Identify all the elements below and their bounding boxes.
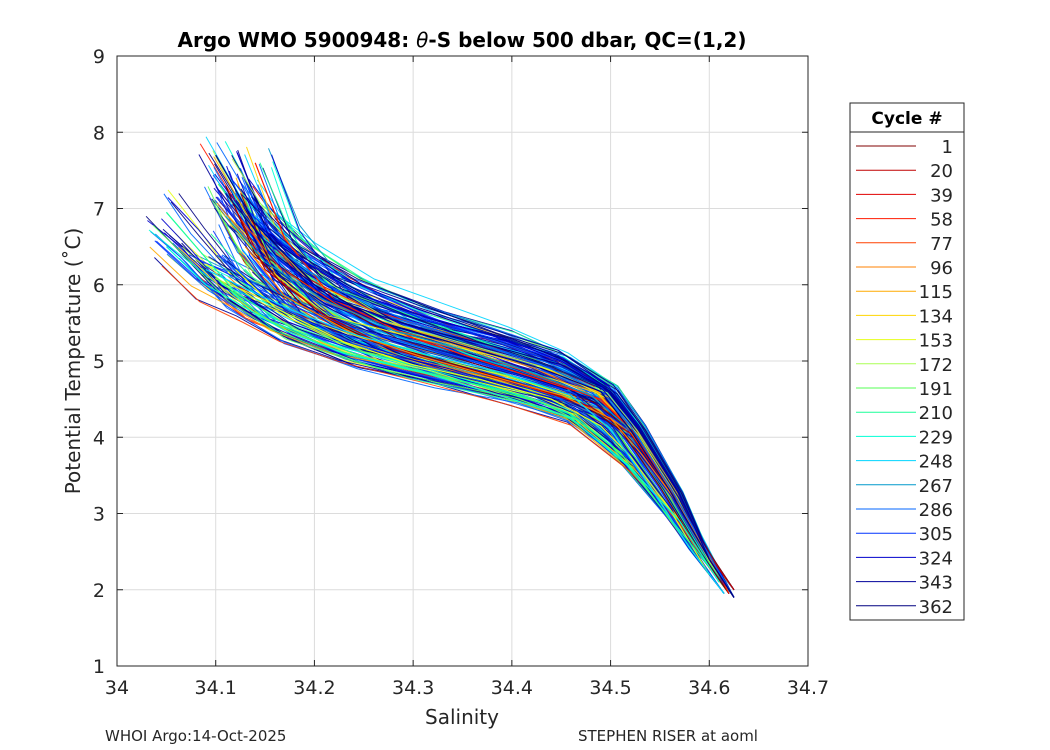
x-tick-label: 34.5 bbox=[589, 677, 631, 699]
legend-label: 39 bbox=[930, 185, 953, 206]
legend-label: 229 bbox=[919, 427, 953, 448]
profile-line bbox=[188, 254, 725, 594]
y-axis-label: Potential Temperature (˚C) bbox=[61, 228, 85, 495]
legend: Cycle # 1 20 39 58 77 96 115 134 153 172 191 210 229… bbox=[849, 102, 965, 621]
legend-label: 1 bbox=[942, 137, 953, 158]
legend-label: 172 bbox=[919, 355, 953, 376]
profile-line bbox=[240, 188, 735, 598]
legend-label: 153 bbox=[919, 331, 953, 352]
footer-left: WHOI Argo:14-Oct-2025 bbox=[105, 727, 286, 745]
x-tick-label: 34.7 bbox=[787, 677, 829, 699]
y-tick-label: 2 bbox=[93, 580, 105, 602]
legend-label: 362 bbox=[919, 597, 953, 618]
series-line bbox=[165, 246, 720, 583]
legend-label: 20 bbox=[930, 161, 953, 182]
legend-box bbox=[849, 102, 965, 621]
title-suffix: -S below 500 dbar, QC=(1,2) bbox=[428, 28, 746, 52]
legend-label: 267 bbox=[919, 476, 953, 497]
y-tick-label: 1 bbox=[93, 656, 105, 678]
series-line bbox=[235, 269, 710, 575]
legend-label: 324 bbox=[919, 548, 953, 569]
series-line bbox=[205, 268, 725, 594]
x-tick-label: 34.4 bbox=[491, 677, 533, 699]
legend-label: 286 bbox=[919, 500, 953, 521]
series-lines bbox=[165, 154, 735, 598]
y-tick-label: 6 bbox=[93, 275, 105, 297]
x-tick-label: 34.3 bbox=[392, 677, 434, 699]
x-axis-ticks: 34 34.1 34.2 34.3 34.4 34.5 34.6 34.7 bbox=[105, 56, 829, 699]
profile-line bbox=[243, 214, 735, 598]
profile-line bbox=[154, 233, 710, 568]
y-tick-label: 8 bbox=[93, 122, 105, 144]
x-tick-label: 34.1 bbox=[195, 677, 237, 699]
x-axis-label: Salinity bbox=[425, 705, 499, 729]
legend-label: 96 bbox=[930, 258, 953, 279]
legend-label: 343 bbox=[919, 573, 953, 594]
series-line bbox=[215, 154, 735, 598]
y-tick-label: 5 bbox=[93, 351, 105, 373]
y-tick-label: 7 bbox=[93, 199, 105, 221]
y-tick-label: 9 bbox=[93, 46, 105, 68]
legend-title: Cycle # bbox=[871, 109, 942, 129]
legend-label: 210 bbox=[919, 403, 953, 424]
y-tick-label: 4 bbox=[93, 427, 105, 449]
y-tick-label: 3 bbox=[93, 504, 105, 526]
legend-label: 248 bbox=[919, 452, 953, 473]
x-tick-label: 34.2 bbox=[293, 677, 335, 699]
title-theta: θ bbox=[416, 28, 428, 52]
title-prefix: Argo WMO 5900948: bbox=[178, 28, 417, 52]
legend-label: 58 bbox=[930, 210, 953, 231]
legend-label: 305 bbox=[919, 524, 953, 545]
legend-label: 191 bbox=[919, 379, 953, 400]
legend-label: 115 bbox=[919, 282, 953, 303]
profile-line bbox=[269, 228, 735, 598]
x-tick-label: 34 bbox=[105, 677, 129, 699]
legend-label: 77 bbox=[930, 234, 953, 255]
x-tick-label: 34.6 bbox=[688, 677, 730, 699]
profile-line bbox=[246, 255, 720, 575]
footer-right: STEPHEN RISER at aoml bbox=[578, 727, 758, 745]
series-line bbox=[244, 246, 720, 575]
legend-items: 1 20 39 58 77 96 115 134 153 172 191 210 229 248 267 28… bbox=[856, 137, 953, 618]
chart-title: Argo WMO 5900948: θ-S below 500 dbar, QC… bbox=[178, 28, 747, 52]
legend-label: 134 bbox=[919, 306, 953, 327]
y-axis-ticks: 1 2 3 4 5 6 7 8 9 bbox=[93, 46, 808, 678]
series-line bbox=[235, 192, 735, 598]
profile-line bbox=[161, 218, 710, 568]
